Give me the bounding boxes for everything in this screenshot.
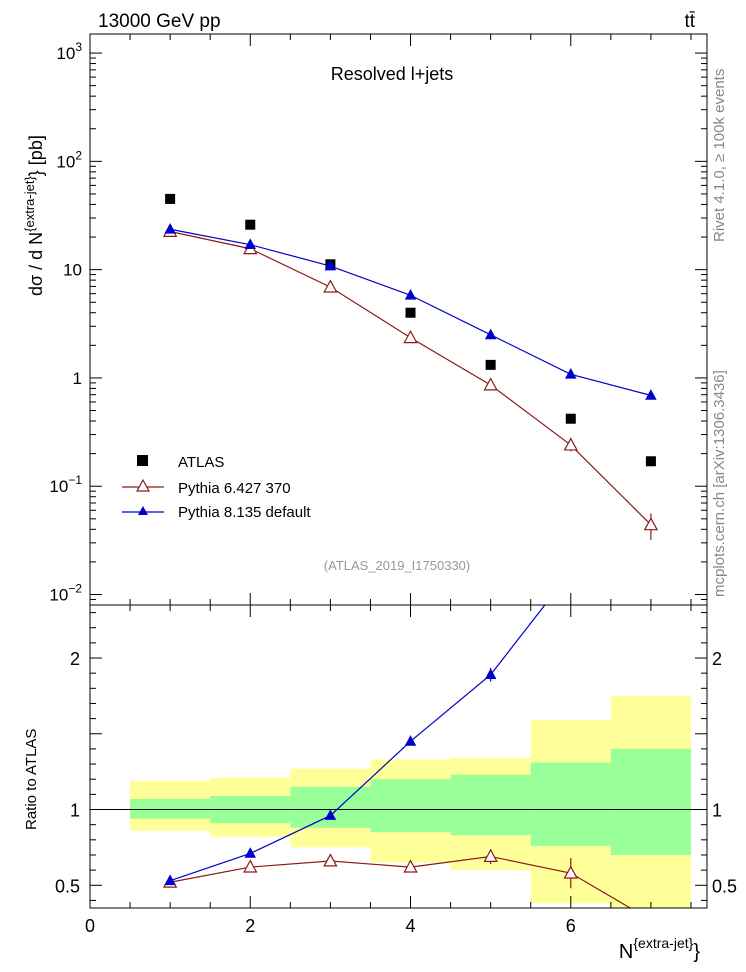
pythia8-ratio-point	[244, 847, 257, 858]
ratio-tick-labels: 0 2 4 6 0.5 0.5 1 1 2 2	[55, 649, 737, 936]
pythia8-ratio-point	[164, 874, 176, 886]
pythia8-ratio-point	[566, 567, 576, 576]
ratio-y-axis-label: Ratio to ATLAS	[23, 729, 40, 830]
atlas-data-point	[405, 307, 416, 318]
ratio-series	[162, 341, 657, 925]
main-y-tick-label: 10	[63, 261, 82, 280]
ratio-x-axis-label: N{extra-jet}}	[619, 935, 700, 963]
ratio-band-green	[290, 786, 371, 828]
plot-title: Resolved l+jets	[331, 64, 454, 84]
pythia8-data-point	[244, 238, 257, 250]
legend: ATLAS Pythia 6.427 370 Pythia 8.135 defa…	[122, 454, 311, 521]
pythia6-ratio-point	[243, 859, 258, 873]
pythia6-data-point	[483, 377, 498, 391]
ratio-y-tick-label-left: 2	[70, 649, 80, 669]
pythia8-ratio-point	[646, 341, 656, 350]
rivet-version-label: Rivet 4.1.0, ≥ 100k events	[711, 69, 728, 242]
pythia8-ratio-point	[324, 809, 337, 820]
legend-pythia6-marker	[135, 478, 151, 492]
main-series	[162, 193, 659, 540]
ratio-y-tick-label-right: 0.5	[712, 876, 737, 896]
ratio-y-tick-label-left: 0.5	[55, 876, 80, 896]
legend-pythia8-marker	[138, 506, 148, 515]
ratio-uncertainty-bands	[130, 695, 691, 908]
atlas-data-point	[245, 219, 256, 230]
ratio-y-tick-label-right: 2	[712, 649, 722, 669]
header-process-label: tt̄	[684, 11, 695, 32]
pythia6-data-point	[403, 329, 418, 344]
pythia8-data-point	[404, 289, 417, 300]
pythia8-data-point	[565, 368, 577, 379]
analysis-watermark: (ATLAS_2019_I1750330)	[324, 558, 470, 573]
header-energy-label: 13000 GeV pp	[98, 11, 221, 32]
pythia8-data-point	[645, 389, 657, 400]
ratio-x-tick-label: 0	[85, 916, 95, 936]
main-y-tick-label: 102	[56, 148, 82, 171]
main-axis-ticks	[89, 34, 707, 606]
legend-atlas-label: ATLAS	[178, 454, 224, 471]
ratio-x-tick-label: 6	[566, 916, 576, 936]
pythia8-ratio-point	[484, 668, 497, 680]
main-y-tick-label: 1	[73, 369, 82, 388]
legend-pythia6-label: Pythia 6.427 370	[178, 480, 291, 497]
legend-pythia8-label: Pythia 8.135 default	[178, 504, 311, 521]
atlas-data-point	[165, 193, 176, 204]
pythia8-data-point	[484, 328, 497, 340]
mcplots-reference-label: mcplots.cern.ch [arXiv:1306.3436]	[711, 370, 728, 597]
main-y-axis-label: dσ / d N{extra-jet}} [pb]	[22, 135, 46, 296]
pythia8-data-point	[164, 223, 176, 234]
ratio-band-green	[370, 779, 451, 833]
ratio-panel: 0 2 4 6 0.5 0.5 1 1 2 2 Ratio to ATLAS N{extra-je…	[23, 341, 737, 963]
ratio-band-green	[450, 774, 531, 836]
legend-atlas-marker	[137, 455, 148, 466]
main-panel: Resolved l+jets (ATLAS_2019_I1750330) 10…	[22, 33, 708, 606]
pythia6-ratio-point	[403, 859, 418, 873]
atlas-data-point	[645, 456, 656, 467]
ratio-y-tick-label-left: 1	[70, 801, 80, 821]
main-y-tick-label: 10−2	[49, 582, 82, 605]
pythia6-data-point	[323, 279, 338, 293]
pythia8-ratio-point	[404, 735, 417, 746]
ratio-panel-frame	[89, 604, 708, 909]
pythia6-data-point	[563, 437, 578, 451]
ratio-x-tick-label: 2	[245, 916, 255, 936]
main-y-tick-label: 103	[56, 40, 82, 63]
atlas-data-point	[485, 359, 496, 370]
ratio-x-tick-label: 4	[406, 916, 416, 936]
pythia6-ratio-point	[483, 848, 498, 862]
pythia6-ratio-point	[645, 914, 657, 925]
ratio-band-green	[610, 748, 691, 855]
ratio-band-green	[130, 798, 211, 819]
ratio-y-tick-label-right: 1	[712, 801, 722, 821]
pythia6-ratio-point	[323, 853, 338, 867]
atlas-data-point	[565, 413, 576, 424]
ratio-band-green	[530, 762, 611, 846]
pythia6-data-point	[643, 517, 659, 531]
pythia8-data-point	[324, 259, 337, 271]
pythia6-ratio-point	[563, 865, 578, 879]
main-y-tick-label: 10−1	[49, 473, 82, 496]
